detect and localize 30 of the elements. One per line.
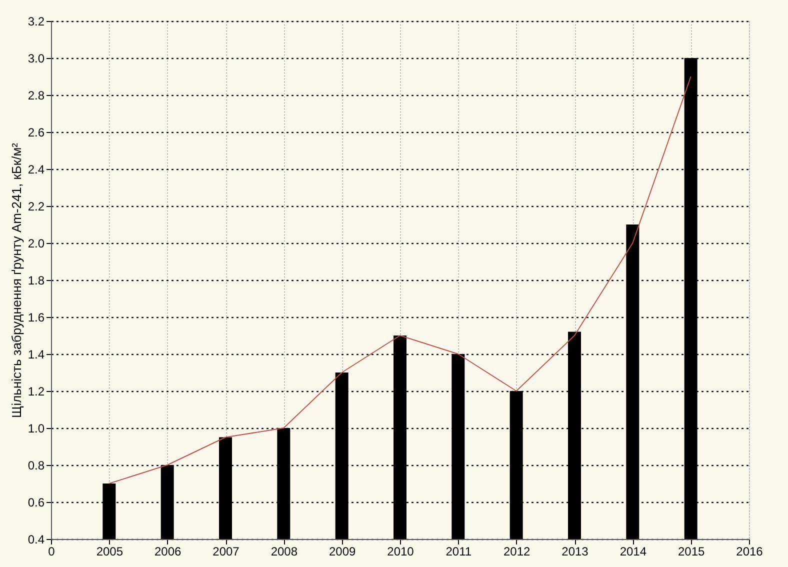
x-tick-label: 2012 — [503, 544, 531, 558]
y-tick-label: 2.4 — [28, 162, 45, 176]
x-tick-label: 2008 — [270, 544, 298, 558]
y-tick-label: 1.6 — [28, 310, 45, 324]
y-tick-label: 2.0 — [28, 236, 45, 250]
y-axis-title: Щільність забруднення ґрунту Am-241, кБк/м² — [8, 142, 24, 418]
x-tick-label: 2013 — [562, 544, 589, 558]
x-tick-label: 0 — [48, 544, 56, 558]
x-tick-label: 2016 — [736, 544, 764, 558]
x-tick-label: 2006 — [154, 544, 182, 558]
y-tick-label: 3.0 — [28, 52, 45, 66]
y-tick-label: 2.2 — [28, 200, 45, 214]
y-tick-label: 1.2 — [28, 384, 45, 398]
x-tick-label: 2007 — [212, 544, 240, 558]
y-tick-label: 1.0 — [28, 422, 45, 436]
x-tick-label: 2015 — [678, 544, 706, 558]
y-tick-label: 0.6 — [28, 496, 45, 510]
x-tick-label: 2010 — [387, 544, 414, 558]
y-tick-label: 0.4 — [28, 532, 45, 546]
y-tick-label: 2.8 — [28, 88, 45, 102]
y-tick-label: 1.4 — [28, 348, 45, 362]
y-tick-label: 2.6 — [28, 126, 45, 140]
y-tick-label: 3.2 — [28, 14, 45, 28]
x-tick-label: 2009 — [328, 544, 356, 558]
y-tick-label: 0.8 — [28, 458, 45, 472]
x-tick-label: 2014 — [620, 544, 647, 558]
x-tick-label: 2005 — [96, 544, 124, 558]
y-tick-label: 1.8 — [28, 274, 45, 288]
x-tick-label: 2011 — [446, 544, 472, 558]
line-series — [108, 76, 692, 484]
